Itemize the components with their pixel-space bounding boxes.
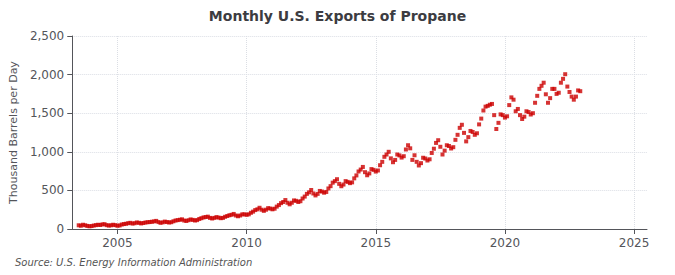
svg-text:2020: 2020	[490, 236, 521, 250]
svg-text:2010: 2010	[231, 236, 262, 250]
svg-text:2,500: 2,500	[30, 29, 64, 43]
svg-text:1,000: 1,000	[30, 145, 64, 159]
svg-text:2015: 2015	[360, 236, 391, 250]
svg-text:2,000: 2,000	[30, 68, 64, 82]
svg-text:0: 0	[57, 222, 65, 236]
svg-text:2005: 2005	[102, 236, 133, 250]
svg-text:2025: 2025	[619, 236, 650, 250]
svg-text:Thousand Barrels per Day: Thousand Barrels per Day	[7, 61, 20, 205]
svg-text:500: 500	[41, 183, 64, 197]
svg-text:1,500: 1,500	[30, 106, 64, 120]
svg-text:Source: U.S. Energy Informatio: Source: U.S. Energy Information Administ…	[15, 257, 252, 268]
svg-text:Monthly U.S. Exports of Propan: Monthly U.S. Exports of Propane	[209, 8, 466, 24]
